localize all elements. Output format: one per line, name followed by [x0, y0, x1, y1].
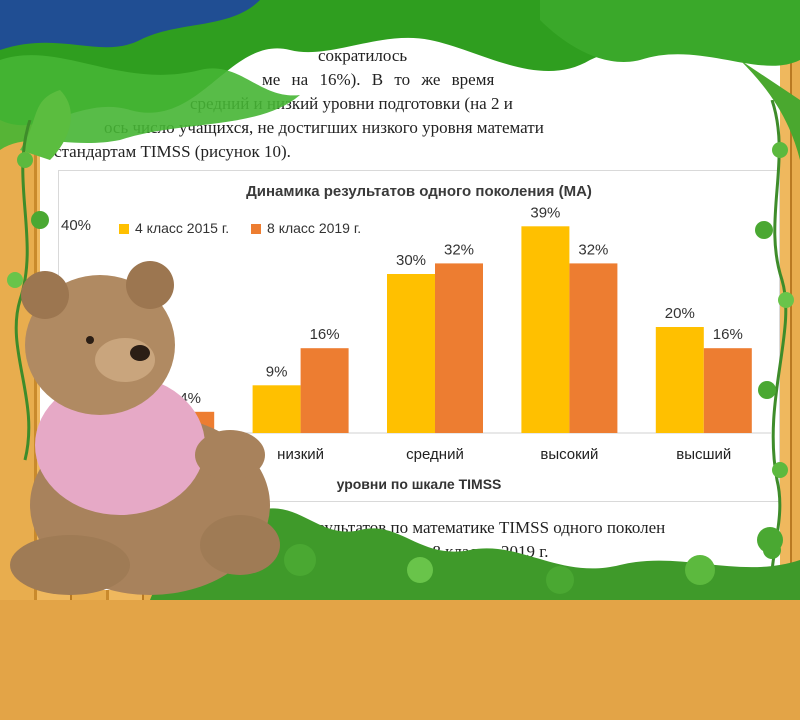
data-label-series2-cat2: 16% [310, 326, 340, 343]
slide: сократилось ме на 16%). В то же время ср… [0, 0, 800, 601]
bar-series2-cat2 [300, 348, 349, 433]
bar-series2-cat3 [435, 263, 483, 433]
text-line-3: средний и низкий уровни подготовки (на 2… [190, 94, 513, 113]
legend-swatch-8-class [251, 224, 262, 235]
text-line-5: стандартам TIMSS (рисунок 10). [54, 142, 291, 161]
x-tick-label-cat5: высший [676, 446, 731, 463]
figure-caption-line-1: а результатов по математике TIMSS одного… [290, 518, 666, 537]
bar-series2-cat5 [703, 348, 752, 433]
chart-title: Динамика результатов одного поколения (М… [246, 183, 592, 200]
x-tick-label-cat4: высокий [540, 446, 598, 463]
bar-series1-cat5 [655, 327, 704, 433]
bar-series1-cat3 [387, 274, 435, 433]
chart-legend: 4 класс 2015 г. 8 класс 2019 г. [119, 220, 379, 236]
data-label-series1-cat2: 9% [266, 363, 288, 380]
legend-label-4-class: 4 класс 2015 г. [135, 220, 230, 236]
data-label-series1-cat3: 30% [396, 252, 426, 269]
x-tick-label-cat3: средний [406, 446, 464, 463]
legend-item-4-class: 4 класс 2015 г. [119, 220, 229, 236]
data-label-series2-cat1: 4% [179, 390, 201, 407]
data-label-series2-cat5: 16% [713, 326, 743, 343]
bar-series2-cat4 [569, 263, 618, 433]
bar-series1-cat2 [252, 385, 301, 433]
legend-item-8-class: 8 класс 2019 г. [251, 220, 361, 236]
legend-swatch-4-class [119, 224, 129, 235]
data-label-series2-cat3: 32% [444, 241, 474, 258]
x-axis-title: уровни по шкале TIMSS [337, 476, 502, 492]
chart-container: Динамика результатов одного поколения (М… [58, 170, 780, 502]
y-tick-label: 40% [61, 217, 91, 234]
bar-series2-cat1 [166, 411, 215, 433]
data-label-series2-cat4: 32% [578, 241, 608, 258]
text-line-4: ось число учащихся, не достигших низкого… [104, 118, 544, 137]
text-line-1: сократилось [318, 46, 408, 65]
data-label-series1-cat5: 20% [665, 305, 695, 322]
data-label-series1-cat4: 39% [530, 204, 560, 221]
x-tick-label-cat2: низкий [277, 446, 324, 463]
bar-chart: 40% 4% 9% 16% низкий 30% 32% средний 39% 32% высок… [61, 204, 771, 492]
bar-series1-cat4 [521, 226, 570, 433]
figure-caption-line-2: асс в 2015 г. и 8 класс в 2019 г. [328, 542, 549, 561]
text-line-2: ме на 16%). В то же время [262, 70, 495, 89]
legend-label-8-class: 8 класс 2019 г. [267, 220, 362, 236]
